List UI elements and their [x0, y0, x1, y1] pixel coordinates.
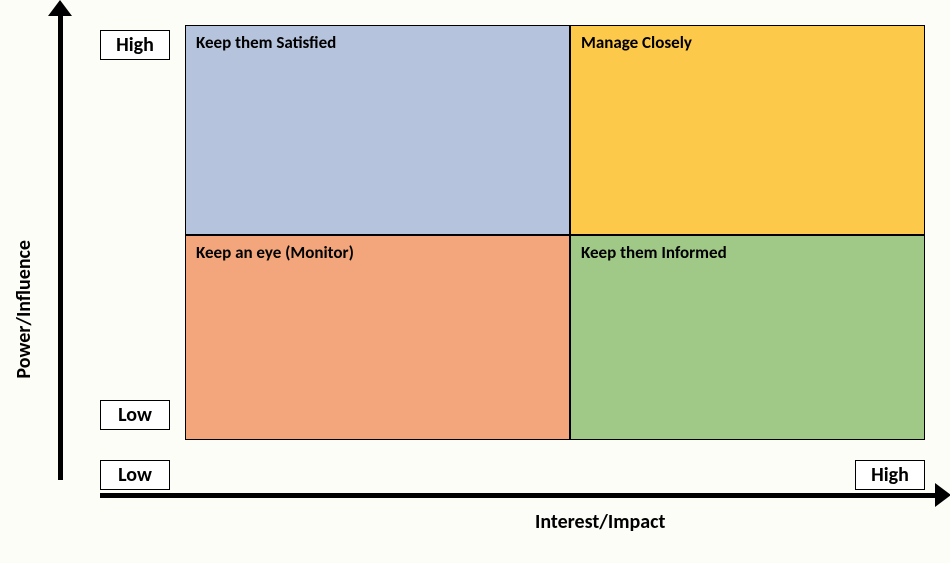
y-axis-low-label: Low: [100, 400, 170, 430]
y-axis-title: Power/Influence: [12, 240, 36, 379]
x-axis-high-label: High: [855, 460, 925, 490]
quadrant-top-left: Keep them Satisfied: [185, 25, 570, 235]
quadrant-bottom-right: Keep them Informed: [570, 235, 925, 440]
axis-tick-text: Low: [118, 463, 152, 487]
x-axis-title: Interest/Impact: [535, 510, 665, 534]
quadrant-bottom-left: Keep an eye (Monitor): [185, 235, 570, 440]
quadrant-label: Keep an eye (Monitor): [196, 242, 354, 263]
stakeholder-matrix: Keep them Satisfied Manage Closely Keep …: [0, 0, 950, 563]
axis-tick-text: High: [116, 33, 154, 57]
quadrant-label: Keep them Informed: [581, 242, 727, 263]
x-axis-low-label: Low: [100, 460, 170, 490]
y-axis-high-label: High: [100, 30, 170, 60]
quadrant-label: Keep them Satisfied: [196, 32, 336, 53]
y-axis-title-container: Power/Influence: [12, 240, 151, 264]
quadrant-label: Manage Closely: [581, 32, 692, 53]
y-axis-arrow-icon: [48, 0, 72, 16]
y-axis-line: [58, 12, 63, 480]
quadrant-top-right: Manage Closely: [570, 25, 925, 235]
axis-tick-text: High: [871, 463, 909, 487]
axis-tick-text: Low: [118, 403, 152, 427]
x-axis-arrow-icon: [935, 483, 950, 507]
x-axis-line: [100, 493, 935, 498]
